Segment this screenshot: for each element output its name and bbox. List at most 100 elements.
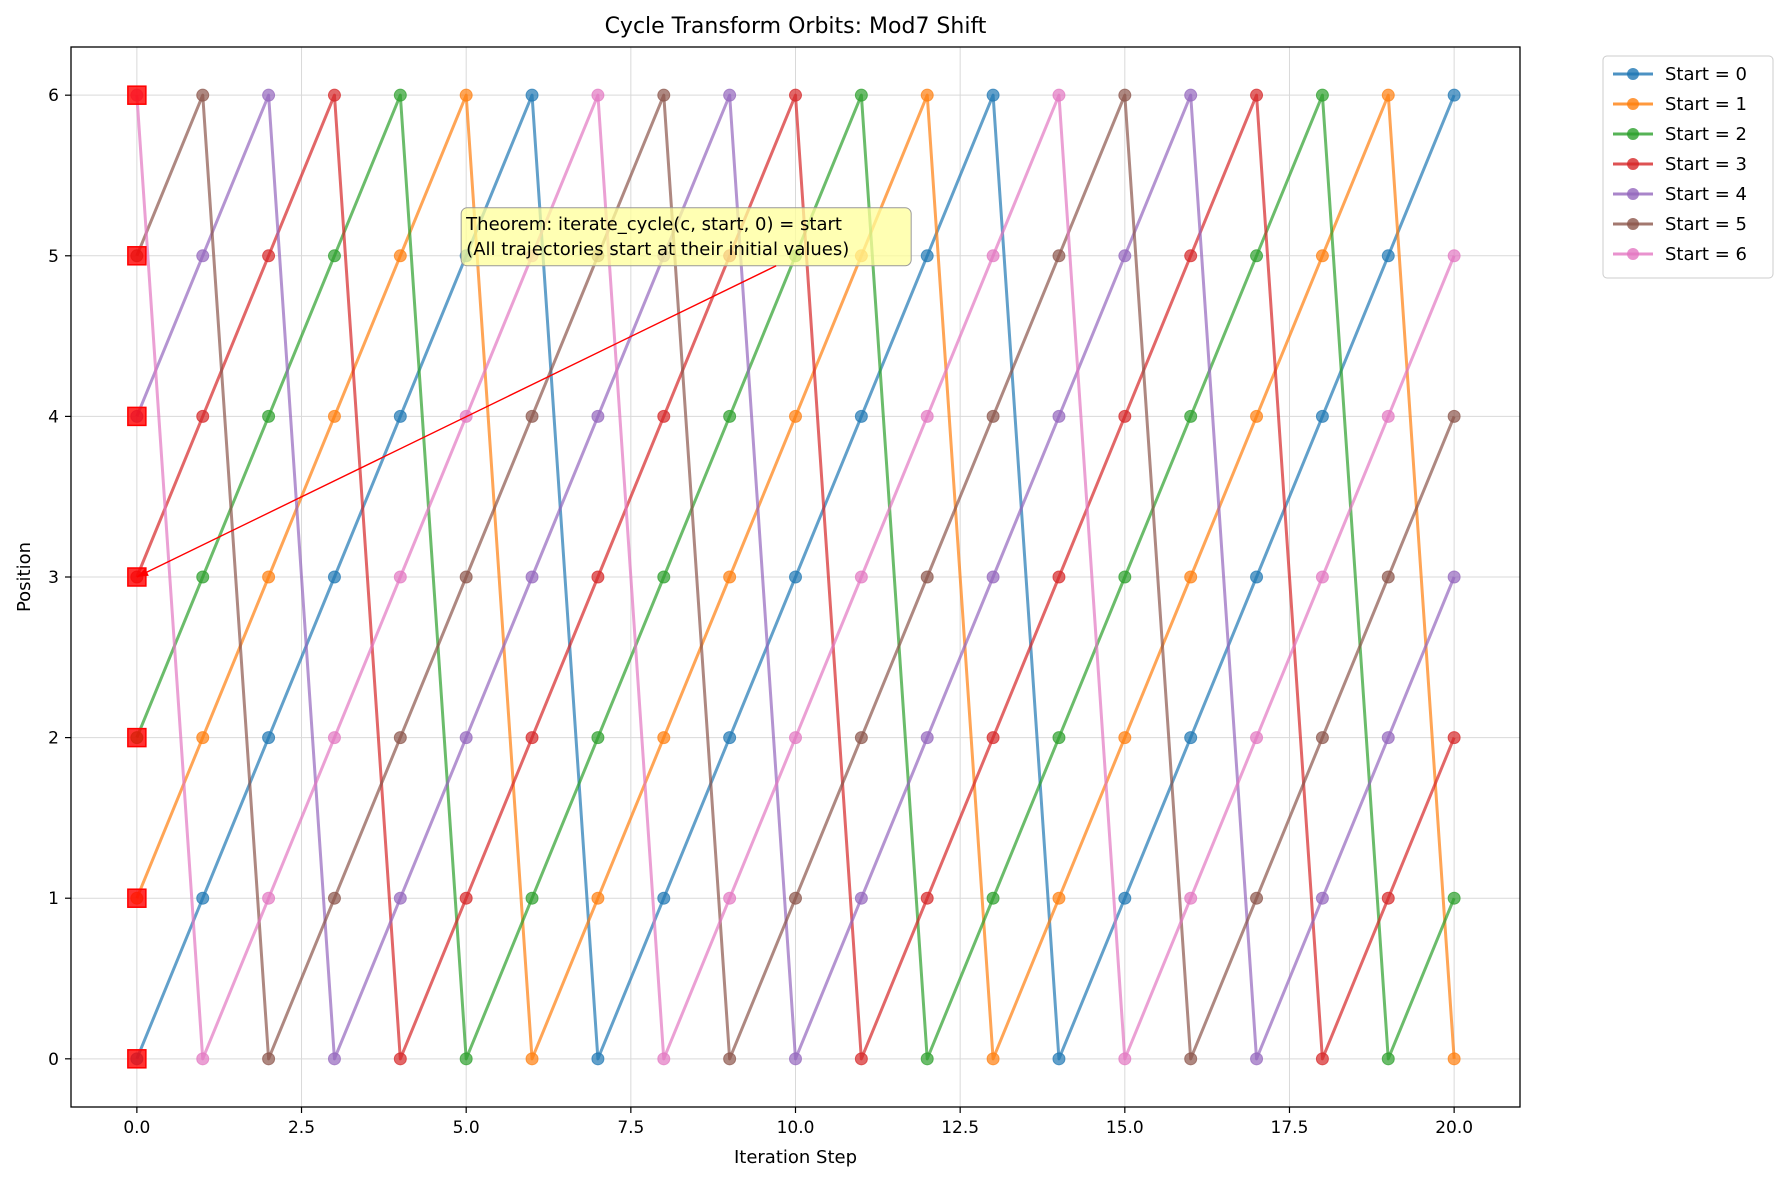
data-point [657,891,671,905]
legend-item: Start = 6 [1613,244,1747,265]
x-tick-label: 12.5 [941,1118,979,1138]
data-point [1315,1052,1329,1066]
data-point [723,891,737,905]
data-point [854,409,868,423]
data-point [789,570,802,584]
data-point [1315,891,1329,905]
data-point [525,1052,539,1066]
data-point [327,88,341,102]
series-layer [130,88,1461,1066]
legend-marker [1627,218,1639,230]
data-point [1118,88,1132,102]
data-point [327,731,341,745]
data-point [591,409,605,423]
data-point [723,409,737,423]
data-point [459,891,473,905]
data-point [393,891,407,905]
data-point [459,570,473,584]
data-point [789,88,802,102]
legend-item: Start = 2 [1613,124,1747,145]
data-point [196,409,210,423]
legend-label: Start = 5 [1665,214,1747,235]
data-point [723,570,737,584]
legend-marker [1627,188,1639,200]
data-point [1315,731,1329,745]
data-point [657,88,671,102]
data-point [920,88,934,102]
data-point [1447,409,1461,423]
data-point [393,570,407,584]
data-point [920,731,934,745]
data-point [196,570,210,584]
data-point [920,570,934,584]
data-point [723,1052,737,1066]
data-point [1447,891,1461,905]
annotation-text: Theorem: iterate_cycle(c, start, 0) = st… [465,214,842,235]
data-point [986,88,1000,102]
data-point [1447,570,1461,584]
data-point [1184,409,1198,423]
data-point [920,1052,934,1066]
legend-label: Start = 2 [1665,124,1747,145]
start-marker [127,406,147,427]
data-point [986,1052,1000,1066]
annotation: Theorem: iterate_cycle(c, start, 0) = st… [136,207,912,578]
data-point [196,1052,210,1066]
data-point [327,1052,341,1066]
data-point [1447,88,1461,102]
start-markers [127,85,147,1069]
data-point [196,88,210,102]
data-point [262,891,276,905]
data-point [789,731,802,745]
data-point [1184,1052,1198,1066]
data-point [393,731,407,745]
data-point [1184,249,1198,263]
data-point [591,88,605,102]
x-tick-label: 0.0 [123,1118,150,1138]
data-point [1447,731,1461,745]
y-axis-label: Position [14,542,35,612]
data-point [525,891,539,905]
data-point [1381,891,1395,905]
data-point [459,88,473,102]
data-point [1250,570,1264,584]
data-point [1250,891,1264,905]
start-marker [127,888,147,908]
data-point [1118,891,1132,905]
data-point [657,409,671,423]
data-point [1381,1052,1395,1066]
data-point [1447,249,1461,263]
data-point [591,891,605,905]
data-point [591,570,605,584]
legend-item: Start = 1 [1613,94,1747,115]
data-point [393,249,407,263]
y-tick-label: 6 [48,86,59,106]
legend-item: Start = 5 [1613,214,1747,235]
x-tick-label: 15.0 [1106,1118,1144,1138]
legend: Start = 0 Start = 1 Start = 2 Start = 3 Star… [1602,55,1774,279]
y-tick-label: 1 [48,889,59,909]
start-marker [127,1049,147,1069]
data-point [854,1052,868,1066]
data-point [327,409,341,423]
x-tick-label: 10.0 [777,1118,815,1138]
data-point [262,731,276,745]
legend-marker [1627,158,1639,170]
data-point [1315,409,1329,423]
data-point [1447,1052,1461,1066]
start-marker [127,246,147,266]
annotation-arrow [136,265,777,578]
data-point [327,249,341,263]
data-point [196,249,210,263]
data-point [525,88,539,102]
data-point [789,891,802,905]
data-point [1118,409,1132,423]
data-point [1052,88,1066,102]
y-tick-label: 0 [48,1050,59,1070]
annotation-arrowhead [136,568,149,577]
data-point [1315,88,1329,102]
x-tick-label: 5.0 [453,1118,480,1138]
data-point [262,1052,276,1066]
data-point [1250,731,1264,745]
data-point [1052,570,1066,584]
